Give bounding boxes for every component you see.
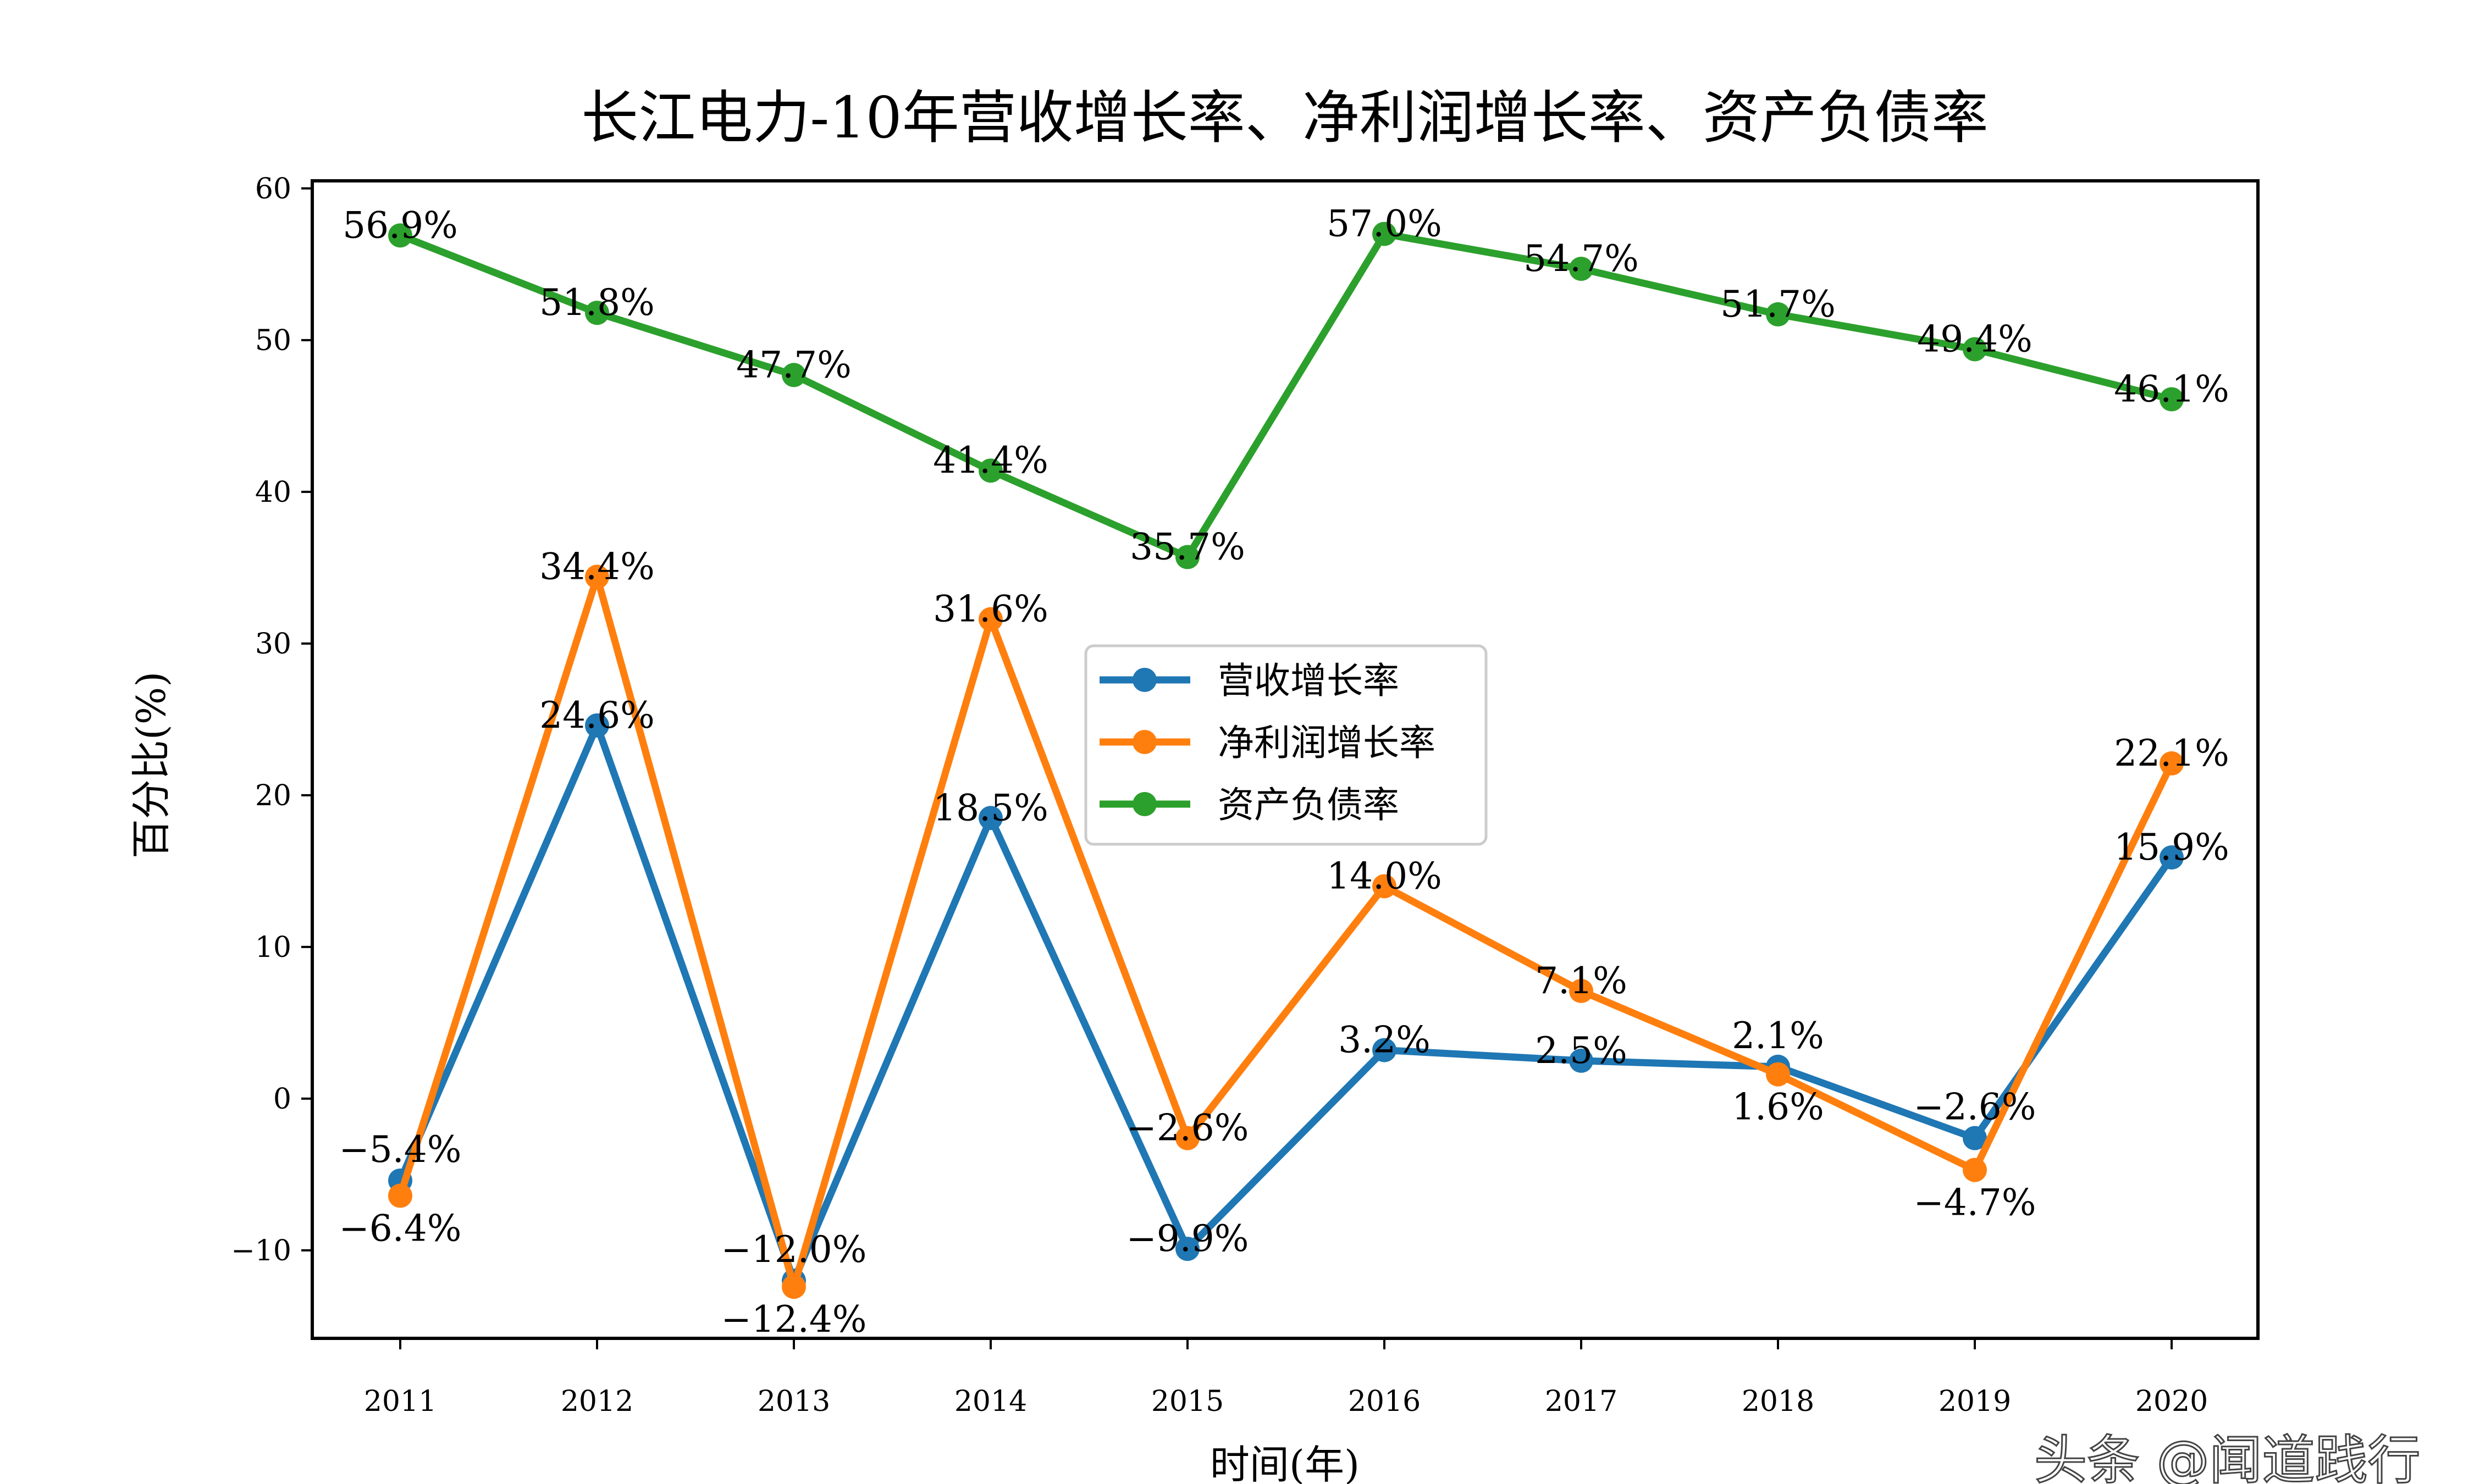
data-point <box>1175 1126 1200 1150</box>
y-tick-label: 60 <box>255 173 291 206</box>
legend-marker <box>1133 668 1157 692</box>
legend-marker <box>1133 792 1157 816</box>
data-point <box>1372 222 1396 246</box>
data-point <box>2160 387 2184 412</box>
data-label: 18.5% <box>933 787 1048 829</box>
data-label: 57.0% <box>1327 203 1442 245</box>
legend-box <box>1084 644 1488 846</box>
data-point <box>2160 845 2184 870</box>
data-label: −12.4% <box>721 1298 867 1341</box>
watermark: 头条 @闻道践行 <box>2034 1430 2421 1484</box>
data-label: 35.7% <box>1130 526 1245 568</box>
data-label: 41.4% <box>933 439 1048 481</box>
data-label: 24.6% <box>539 694 655 737</box>
data-label: 1.6% <box>1732 1086 1824 1128</box>
x-tick-label: 2017 <box>1545 1385 1617 1418</box>
legend-marker <box>1133 730 1157 754</box>
data-point <box>782 1275 806 1299</box>
data-point <box>388 1183 412 1208</box>
legend-label: 净利润增长率 <box>1218 722 1435 764</box>
data-label: −4.7% <box>1914 1182 2036 1224</box>
series-line-1 <box>396 573 2175 1291</box>
data-point <box>1569 1048 1593 1073</box>
data-label: −2.6% <box>1126 1107 1249 1149</box>
data-point <box>1766 302 1790 326</box>
x-tick-label: 2013 <box>758 1385 830 1418</box>
x-tick-label: 2012 <box>561 1385 633 1418</box>
data-label: −9.9% <box>1126 1217 1249 1260</box>
x-tick-label: 2015 <box>1151 1385 1224 1418</box>
data-point <box>585 564 609 589</box>
data-label: 22.1% <box>2114 732 2229 774</box>
x-tick-label: 2011 <box>364 1385 437 1418</box>
series-line-2 <box>399 230 2173 561</box>
y-tick-label: 30 <box>255 628 291 661</box>
y-tick-label: 20 <box>255 779 291 812</box>
data-label: 7.1% <box>1535 960 1627 1002</box>
data-label: 34.4% <box>539 545 655 588</box>
x-axis-label: 时间(年) <box>1210 1442 1360 1484</box>
plot-frame <box>311 179 2260 1340</box>
data-point <box>1569 978 1593 1003</box>
data-label: −5.4% <box>339 1128 462 1171</box>
x-tick-label: 2018 <box>1742 1385 1814 1418</box>
data-point <box>979 607 1003 632</box>
data-point <box>585 301 609 325</box>
data-label: 46.1% <box>2114 368 2229 410</box>
data-label: 56.9% <box>343 204 458 246</box>
data-point <box>2160 751 2184 776</box>
data-point <box>1766 1062 1790 1087</box>
data-point <box>388 223 412 248</box>
data-label: 54.7% <box>1523 237 1639 280</box>
legend-label: 资产负债率 <box>1218 784 1399 826</box>
data-label: 49.4% <box>1917 318 2033 360</box>
data-label: 31.6% <box>933 588 1048 630</box>
y-tick-label: 40 <box>255 476 291 509</box>
y-tick-label: 50 <box>255 324 291 357</box>
data-point <box>585 713 609 738</box>
data-point <box>1372 874 1396 899</box>
data-label: 51.7% <box>1720 283 1836 325</box>
data-point <box>1963 337 1987 362</box>
x-tick-label: 2019 <box>1939 1385 2011 1418</box>
data-point <box>1372 1038 1396 1062</box>
data-point <box>1569 257 1593 281</box>
data-point <box>979 806 1003 830</box>
data-label: −6.4% <box>339 1208 462 1250</box>
series-line-0 <box>397 722 2175 1284</box>
chart-title: 长江电力-10年营收增长率、净利润增长率、资产负债率 <box>581 84 1988 151</box>
data-label: 2.5% <box>1535 1029 1627 1072</box>
data-label: 47.7% <box>736 344 852 386</box>
data-label: 51.8% <box>539 281 655 324</box>
y-tick-label: 0 <box>273 1083 291 1116</box>
data-point <box>782 363 806 387</box>
data-point <box>979 458 1003 483</box>
data-point <box>1175 545 1200 569</box>
legend-label: 营收增长率 <box>1218 660 1399 702</box>
data-label: 14.0% <box>1327 855 1442 897</box>
data-point <box>1963 1126 1987 1150</box>
data-label: −12.0% <box>721 1228 867 1271</box>
x-tick-label: 2020 <box>2135 1385 2208 1418</box>
y-axis-label: 百分比(%) <box>128 672 174 859</box>
data-label: 2.1% <box>1732 1015 1824 1057</box>
data-label: 3.2% <box>1338 1019 1431 1061</box>
x-tick-label: 2014 <box>954 1385 1027 1418</box>
data-label: −2.6% <box>1914 1086 2036 1128</box>
x-tick-label: 2016 <box>1348 1385 1421 1418</box>
y-tick-label: 10 <box>255 931 291 964</box>
data-point <box>1963 1158 1987 1182</box>
y-tick-label: −10 <box>231 1234 291 1267</box>
data-point <box>1175 1237 1200 1261</box>
data-label: 15.9% <box>2114 826 2229 868</box>
